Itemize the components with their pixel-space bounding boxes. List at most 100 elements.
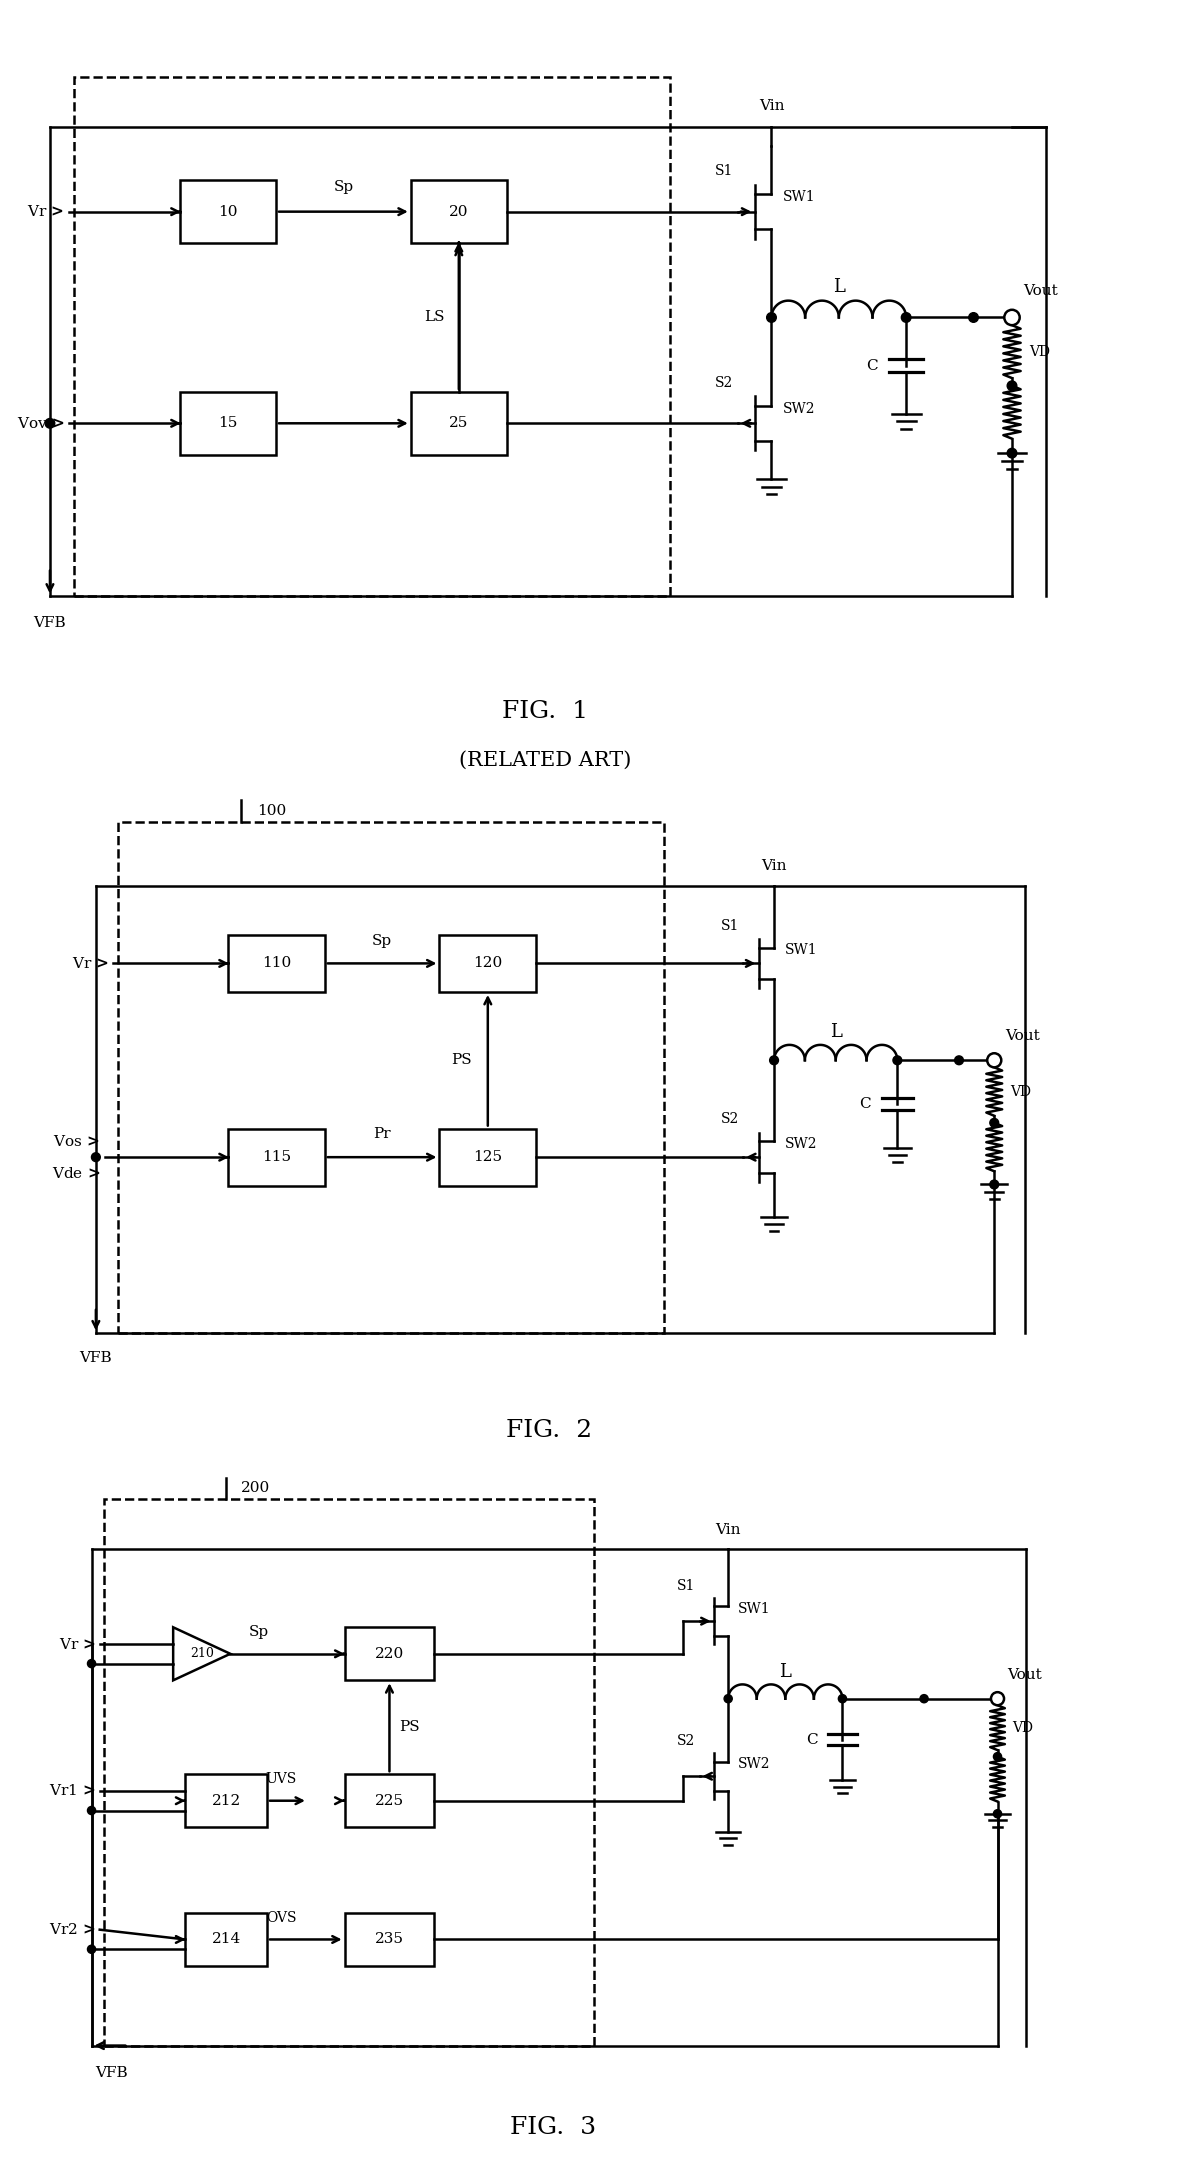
Text: Sp: Sp xyxy=(249,1626,269,1639)
Circle shape xyxy=(954,1056,964,1064)
Circle shape xyxy=(724,1695,732,1702)
Text: SW1: SW1 xyxy=(783,191,815,204)
Text: UVS: UVS xyxy=(266,1771,297,1786)
Circle shape xyxy=(994,1752,1002,1760)
Text: VFB: VFB xyxy=(80,1351,113,1366)
Text: Vos$\,\mathbf{>}$: Vos$\,\mathbf{>}$ xyxy=(53,1134,100,1149)
Circle shape xyxy=(88,1659,96,1667)
Text: PS: PS xyxy=(399,1719,420,1734)
Circle shape xyxy=(990,1119,998,1127)
Text: S1: S1 xyxy=(677,1578,696,1593)
Circle shape xyxy=(769,1056,779,1064)
Bar xyxy=(439,1130,537,1186)
Text: 120: 120 xyxy=(474,956,502,971)
Text: 212: 212 xyxy=(211,1793,241,1808)
Text: L: L xyxy=(833,278,845,297)
Text: 115: 115 xyxy=(262,1151,291,1164)
Polygon shape xyxy=(173,1628,230,1680)
Bar xyxy=(179,180,277,243)
Text: Vde$\,\mathbf{>}$: Vde$\,\mathbf{>}$ xyxy=(52,1166,100,1182)
Text: 210: 210 xyxy=(190,1648,214,1661)
Bar xyxy=(411,392,507,455)
Text: VD: VD xyxy=(1013,1721,1033,1734)
Circle shape xyxy=(990,1179,998,1188)
Text: 25: 25 xyxy=(449,416,469,429)
Bar xyxy=(185,1912,267,1966)
Circle shape xyxy=(1008,449,1017,457)
Text: PS: PS xyxy=(451,1054,472,1067)
Text: Vin: Vin xyxy=(716,1524,741,1537)
Text: L: L xyxy=(780,1663,792,1680)
Text: VFB: VFB xyxy=(33,616,66,629)
Text: Vr1$\,\mathbf{>}$: Vr1$\,\mathbf{>}$ xyxy=(49,1784,96,1799)
Circle shape xyxy=(920,1695,928,1702)
Text: 220: 220 xyxy=(375,1648,404,1661)
Text: SW2: SW2 xyxy=(738,1756,770,1771)
Circle shape xyxy=(91,1153,100,1162)
Text: SW1: SW1 xyxy=(738,1602,770,1615)
Circle shape xyxy=(45,418,55,427)
Bar xyxy=(411,180,507,243)
Text: FIG.  3: FIG. 3 xyxy=(509,2116,596,2138)
Bar xyxy=(179,392,277,455)
Text: Vin: Vin xyxy=(761,859,787,874)
Text: FIG.  2: FIG. 2 xyxy=(507,1418,592,1442)
Text: S2: S2 xyxy=(678,1734,696,1747)
Text: SW1: SW1 xyxy=(785,943,817,958)
Bar xyxy=(344,1773,434,1828)
Text: L: L xyxy=(830,1023,842,1041)
Circle shape xyxy=(991,1693,1004,1706)
Text: Vout: Vout xyxy=(1005,1028,1040,1043)
Text: 100: 100 xyxy=(258,804,286,817)
Circle shape xyxy=(969,312,978,323)
Text: Vin: Vin xyxy=(758,98,785,113)
Text: VD: VD xyxy=(1029,345,1050,358)
Text: SW2: SW2 xyxy=(783,401,815,416)
Text: 235: 235 xyxy=(375,1932,404,1947)
Circle shape xyxy=(88,1806,96,1815)
Text: S2: S2 xyxy=(721,1112,738,1127)
Text: LS: LS xyxy=(424,310,444,325)
Text: 200: 200 xyxy=(241,1481,271,1496)
Circle shape xyxy=(893,1056,902,1064)
Text: S1: S1 xyxy=(721,919,738,932)
Text: OVS: OVS xyxy=(266,1910,297,1925)
Bar xyxy=(74,76,671,596)
Text: S2: S2 xyxy=(715,375,734,390)
Text: 125: 125 xyxy=(474,1151,502,1164)
Bar xyxy=(344,1912,434,1966)
Text: SW2: SW2 xyxy=(785,1136,817,1151)
Circle shape xyxy=(838,1695,846,1702)
Text: S1: S1 xyxy=(715,165,734,178)
Text: Vout: Vout xyxy=(1023,284,1059,299)
Bar xyxy=(228,934,325,993)
Text: 110: 110 xyxy=(262,956,291,971)
Text: Sp: Sp xyxy=(334,180,354,195)
Text: FIG.  1: FIG. 1 xyxy=(502,700,589,724)
Text: 214: 214 xyxy=(211,1932,241,1947)
Text: Pr: Pr xyxy=(373,1127,391,1140)
Bar xyxy=(344,1628,434,1680)
Bar xyxy=(439,934,537,993)
Text: (RELATED ART): (RELATED ART) xyxy=(459,750,631,770)
Bar xyxy=(103,1498,594,2047)
Circle shape xyxy=(1008,382,1017,390)
Text: C: C xyxy=(865,358,877,373)
Text: Vr$\,\mathbf{>}$: Vr$\,\mathbf{>}$ xyxy=(27,204,64,219)
Text: C: C xyxy=(859,1097,871,1112)
Text: Sp: Sp xyxy=(372,934,392,947)
Text: Vout: Vout xyxy=(1008,1669,1042,1682)
Circle shape xyxy=(994,1810,1002,1817)
Text: VFB: VFB xyxy=(96,2066,128,2079)
Bar xyxy=(185,1773,267,1828)
Circle shape xyxy=(901,312,910,323)
Text: Vr2$\,\mathbf{>}$: Vr2$\,\mathbf{>}$ xyxy=(49,1923,96,1938)
Text: Vr$\,\mathbf{>}$: Vr$\,\mathbf{>}$ xyxy=(58,1637,96,1652)
Circle shape xyxy=(988,1054,1002,1067)
Circle shape xyxy=(767,312,776,323)
Text: C: C xyxy=(806,1732,818,1747)
Text: VD: VD xyxy=(1010,1084,1032,1099)
Circle shape xyxy=(1004,310,1020,325)
Text: Vr$\,\mathbf{>}$: Vr$\,\mathbf{>}$ xyxy=(72,956,109,971)
Bar xyxy=(118,822,664,1333)
